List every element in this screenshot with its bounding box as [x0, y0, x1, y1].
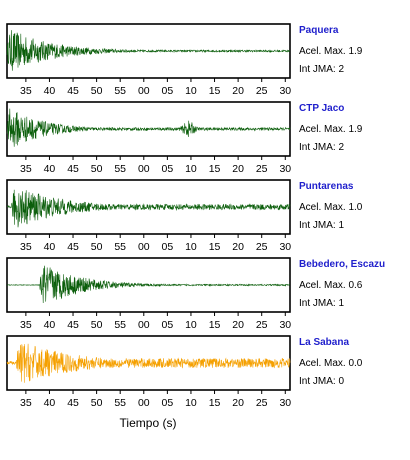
- station-name: Bebedero, Escazu: [299, 259, 385, 270]
- x-tick-label: 40: [44, 397, 56, 409]
- x-tick-label: 05: [162, 397, 174, 409]
- x-tick-label: 20: [232, 85, 244, 97]
- jma-intensity: Int JMA: 1: [299, 298, 344, 309]
- x-tick-label: 35: [20, 163, 32, 175]
- x-tick-label: 30: [279, 85, 291, 97]
- panel-la-sabana: 35 40 45 50 55 00 05 10 15 20 25 30 La Sabana Acel. M…: [6, 335, 363, 409]
- x-tick-label: 30: [279, 241, 291, 253]
- max-acceleration: Acel. Max. 1.9: [299, 124, 363, 135]
- x-tick-label: 15: [209, 163, 221, 175]
- x-tick-label: 00: [138, 319, 150, 331]
- x-tick-label: 35: [20, 241, 32, 253]
- x-tick-label: 15: [209, 397, 221, 409]
- x-tick-label: 20: [232, 319, 244, 331]
- waveform-trace: [6, 30, 291, 71]
- max-acceleration: Acel. Max. 1.9: [299, 46, 363, 57]
- x-tick-label: 45: [67, 397, 79, 409]
- max-acceleration: Acel. Max. 1.0: [299, 202, 363, 213]
- station-name: La Sabana: [299, 337, 349, 348]
- x-tick-label: 50: [91, 163, 103, 175]
- x-tick-label: 40: [44, 319, 56, 331]
- x-tick-label: 40: [44, 241, 56, 253]
- x-tick-label: 25: [256, 85, 268, 97]
- x-tick-label: 25: [256, 319, 268, 331]
- x-tick-label: 05: [162, 85, 174, 97]
- x-tick-label: 55: [114, 241, 126, 253]
- x-tick-label: 30: [279, 319, 291, 331]
- x-tick-label: 40: [44, 85, 56, 97]
- x-tick-label: 10: [185, 163, 197, 175]
- x-tick-label: 35: [20, 319, 32, 331]
- x-tick-label: 00: [138, 85, 150, 97]
- x-tick-label: 50: [91, 241, 103, 253]
- x-tick-label: 55: [114, 319, 126, 331]
- x-tick-label: 05: [162, 163, 174, 175]
- max-acceleration: Acel. Max. 0.6: [299, 280, 363, 291]
- x-tick-label: 10: [185, 397, 197, 409]
- panel-ctp-jaco: 35 40 45 50 55 00 05 10 15 20 25 30 CTP Jaco Acel. Ma…: [6, 101, 363, 175]
- waveform-trace: [6, 343, 291, 383]
- station-name: Paquera: [299, 25, 339, 36]
- x-tick-label: 50: [91, 85, 103, 97]
- station-name: Puntarenas: [299, 181, 354, 192]
- x-tick-label: 10: [185, 241, 197, 253]
- jma-intensity: Int JMA: 2: [299, 64, 344, 75]
- x-tick-label: 40: [44, 163, 56, 175]
- x-tick-label: 00: [138, 397, 150, 409]
- max-acceleration: Acel. Max. 0.0: [299, 358, 363, 369]
- x-tick-label: 25: [256, 397, 268, 409]
- jma-intensity: Int JMA: 2: [299, 142, 344, 153]
- station-name: CTP Jaco: [299, 103, 344, 114]
- x-tick-label: 20: [232, 241, 244, 253]
- x-tick-label: 35: [20, 397, 32, 409]
- x-tick-label: 45: [67, 241, 79, 253]
- x-tick-label: 15: [209, 241, 221, 253]
- panel-bebedero-escazu: 35 40 45 50 55 00 05 10 15 20 25 30 Bebedero, Escazu…: [6, 257, 385, 331]
- x-tick-label: 45: [67, 319, 79, 331]
- waveform-trace: [6, 189, 291, 228]
- x-tick-label: 30: [279, 163, 291, 175]
- x-tick-label: 15: [209, 85, 221, 97]
- x-tick-label: 50: [91, 397, 103, 409]
- x-tick-label: 45: [67, 163, 79, 175]
- x-tick-label: 20: [232, 163, 244, 175]
- waveform-trace: [6, 265, 290, 304]
- x-tick-label: 10: [185, 85, 197, 97]
- waveform-trace: [6, 108, 291, 147]
- x-tick-label: 45: [67, 85, 79, 97]
- x-tick-label: 55: [114, 85, 126, 97]
- jma-intensity: Int JMA: 0: [299, 376, 344, 387]
- x-axis-label: Tiempo (s): [120, 416, 177, 430]
- x-tick-label: 55: [114, 163, 126, 175]
- x-tick-label: 00: [138, 163, 150, 175]
- panel-puntarenas: 35 40 45 50 55 00 05 10 15 20 25 30 Puntarenas Acel. …: [6, 179, 363, 253]
- x-tick-label: 25: [256, 241, 268, 253]
- x-tick-label: 20: [232, 397, 244, 409]
- x-tick-label: 50: [91, 319, 103, 331]
- x-tick-label: 35: [20, 85, 32, 97]
- x-tick-label: 10: [185, 319, 197, 331]
- x-tick-label: 55: [114, 397, 126, 409]
- x-tick-label: 00: [138, 241, 150, 253]
- x-tick-label: 25: [256, 163, 268, 175]
- x-tick-label: 05: [162, 319, 174, 331]
- jma-intensity: Int JMA: 1: [299, 220, 344, 231]
- x-tick-label: 30: [279, 397, 291, 409]
- x-tick-label: 15: [209, 319, 221, 331]
- panel-paquera: 35 40 45 50 55 00 05 10 15 20 25 30 Paquera Acel. Max…: [6, 23, 363, 97]
- x-tick-label: 05: [162, 241, 174, 253]
